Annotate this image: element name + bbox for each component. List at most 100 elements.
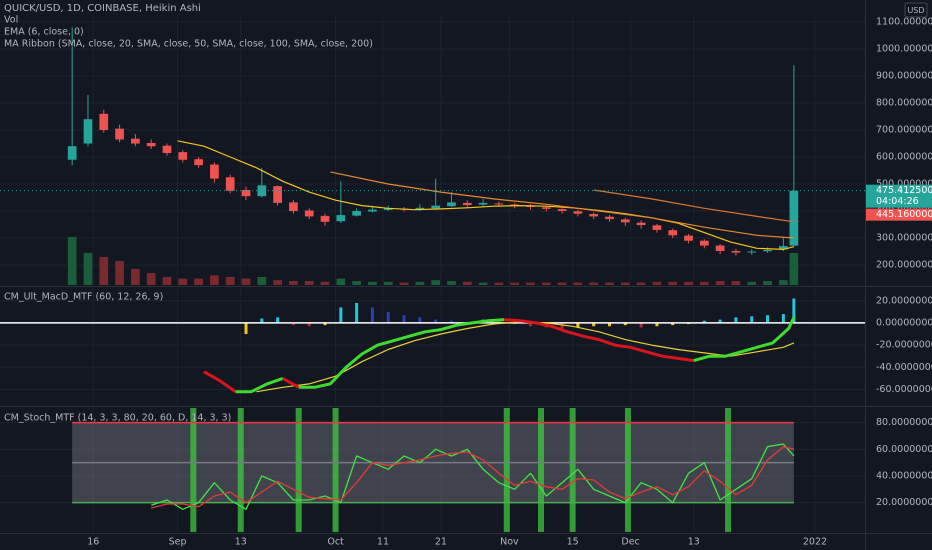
histogram-bar (576, 322, 580, 328)
volume-bar (210, 275, 219, 285)
histogram-bar (766, 315, 770, 323)
candle-body (99, 113, 109, 131)
volume-bar (368, 281, 377, 285)
x-tick-label: 21 (435, 537, 447, 548)
histogram-bar (370, 307, 374, 323)
volume-bar (589, 282, 599, 285)
volume-bar (146, 273, 156, 285)
macd-line (503, 318, 695, 363)
y-tick-label: -60.00000000 (876, 384, 932, 395)
volume-bar (510, 282, 520, 285)
macd-line (282, 377, 300, 389)
histogram-bar (608, 322, 612, 327)
y-tick-label: 800.00000000 (876, 98, 932, 109)
candle-body (462, 202, 472, 206)
macd-line (298, 318, 505, 389)
candle-body (383, 208, 393, 210)
candle-body (779, 246, 788, 250)
candle-body (352, 211, 361, 216)
volume-bar (668, 281, 678, 285)
histogram-bar (702, 320, 706, 323)
cross-highlight (725, 408, 732, 532)
price-line-label: 445.16000000 (876, 209, 932, 220)
candle-body (83, 119, 93, 144)
cross-highlight (503, 408, 510, 532)
cross-highlight (295, 408, 302, 532)
last-price-box (866, 184, 932, 208)
volume-bar (731, 281, 741, 285)
y-tick-label: 600.00000000 (876, 152, 932, 163)
volume-bar (225, 277, 235, 285)
cross-highlight (332, 408, 339, 532)
y-tick-label: 200.00000000 (876, 260, 932, 271)
x-tick-label: 15 (567, 537, 579, 548)
volume-bar (541, 282, 551, 285)
candle-body (67, 146, 77, 160)
histogram-bar (449, 320, 453, 323)
candle-body (699, 240, 709, 246)
y-tick-label: -20.00000000 (876, 340, 932, 351)
bar-countdown: 04:04:26 (876, 196, 919, 207)
candle-body (789, 190, 799, 246)
volume-bar (789, 253, 799, 285)
indicator-legend: CM_Ult_MacD_MTF (60, 12, 26, 9) (4, 292, 163, 303)
volume-bar (289, 281, 298, 285)
cross-highlight (624, 408, 631, 532)
symbol-title: QUICK/USD, 1D, COINBASE, Heikin Ashi (4, 3, 201, 14)
candle-body (320, 215, 330, 222)
y-tick-label: 300.00000000 (876, 233, 932, 244)
volume-bar (699, 281, 709, 285)
candle-body (415, 207, 425, 210)
currency: USD (907, 6, 924, 15)
histogram-bar (386, 311, 390, 323)
volume-bar (478, 282, 488, 285)
volume-bar (241, 278, 251, 285)
candle-body (368, 209, 377, 212)
candle-body (478, 202, 488, 205)
currency-box (904, 2, 928, 18)
x-tick-label: Oct (327, 537, 344, 548)
cross-highlight (538, 408, 545, 532)
volume-bar (620, 282, 630, 285)
y-tick-label: 0.00000000 (876, 317, 932, 328)
candle-body (289, 202, 298, 212)
histogram-bar (244, 322, 248, 335)
candle-body (573, 211, 583, 214)
volume-bar (652, 281, 662, 285)
volume-bar (178, 278, 188, 285)
indicator-legend: EMA (6, close, 0) (4, 27, 84, 38)
stoch-line (150, 443, 795, 510)
volume-bar (526, 282, 535, 285)
histogram-bar (655, 322, 659, 327)
macd-line (203, 370, 237, 393)
x-tick-label: 13 (235, 537, 247, 548)
candle-body (146, 142, 156, 147)
histogram-bar (276, 317, 280, 323)
candle-body (652, 225, 662, 230)
histogram-bar (402, 315, 406, 323)
volume-bar (747, 281, 757, 285)
y-tick-label: 900.00000000 (876, 71, 932, 82)
histogram-bar (291, 322, 295, 326)
volume-bar (779, 280, 788, 285)
volume-bar (67, 237, 77, 285)
histogram-bar (781, 314, 785, 323)
volume-bar (399, 282, 409, 285)
cross-highlight (190, 408, 197, 532)
candle-body (763, 249, 772, 252)
labels: QUICK/USD, 1D, COINBASE, Heikin Ashi Vol… (4, 2, 932, 548)
volume-bar (431, 280, 441, 285)
volume-bar (162, 277, 172, 285)
y-tick-label: 500.00000000 (876, 179, 932, 190)
cross-highlight (569, 408, 576, 532)
volume-bar (304, 281, 314, 285)
candle-body (605, 216, 614, 220)
candle-body (273, 186, 282, 203)
candle-body (115, 128, 124, 140)
y-tick-label: 1000.00000000 (876, 44, 932, 55)
histogram-bar (750, 316, 754, 323)
indicator-legend: MA Ribbon (SMA, close, 20, SMA, close, 5… (4, 39, 373, 50)
candle-body (541, 207, 551, 209)
volume-bar (462, 281, 472, 285)
candle-body (304, 210, 314, 217)
